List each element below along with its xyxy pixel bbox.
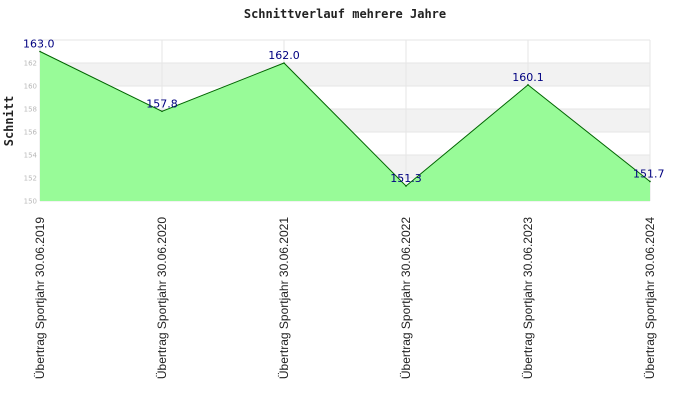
y-axis-label: Schnitt [2,96,16,147]
grid-band [40,63,650,86]
y-tick-label: 156 [24,129,38,137]
x-tick-label: Übertrag Sportjahr 30.06.2019 [33,217,47,379]
data-point [527,84,529,86]
y-tick-label: 158 [24,106,37,114]
x-tick-label: Übertrag Sportjahr 30.06.2022 [399,217,413,379]
data-label: 160.1 [512,71,544,84]
y-tick-label: 160 [24,83,37,91]
area-fill [40,51,650,201]
data-label: 151.3 [390,172,422,185]
data-label: 163.0 [23,38,55,51]
chart-title: Schnittverlauf mehrere Jahre [244,7,446,21]
data-point [405,185,407,187]
area-series [39,50,651,201]
x-tick-label: Übertrag Sportjahr 30.06.2024 [643,217,657,379]
y-tick-label: 154 [24,152,38,160]
x-tick-label: Übertrag Sportjahr 30.06.2023 [521,217,535,379]
data-label: 157.8 [146,97,178,110]
y-tick-label: 150 [24,198,37,206]
data-point [649,180,651,183]
series-line [39,51,651,187]
data-label: 151.7 [633,167,665,180]
x-tick-labels: Übertrag Sportjahr 30.06.2019 Übertrag Sp… [33,217,657,379]
data-point [161,110,163,113]
y-tick-label: 152 [24,175,37,183]
grid-band [40,40,650,63]
data-labels: 163.0 157.8 162.0 151.3 160.1 151.7 [23,38,665,186]
data-point [283,62,285,64]
y-tick-label: 162 [24,60,37,68]
data-label: 162.0 [268,49,300,62]
y-tick-labels: 150 152 154 156 158 160 162 [24,60,38,206]
x-tick-label: Übertrag Sportjahr 30.06.2020 [155,217,169,379]
x-tick-label: Übertrag Sportjahr 30.06.2021 [277,217,291,379]
data-point [39,50,41,53]
